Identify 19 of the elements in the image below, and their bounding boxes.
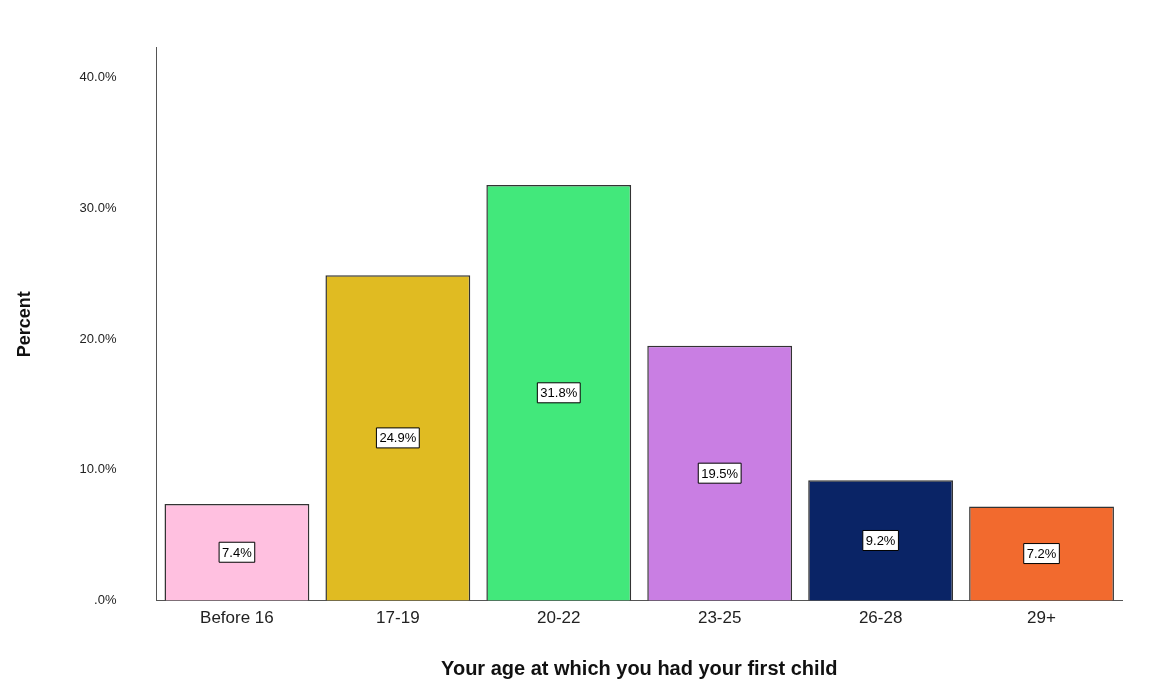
data-label: 31.8%: [540, 385, 578, 401]
y-tick-label: 20.0%: [79, 330, 117, 346]
x-tick-label: 26-28: [858, 608, 903, 628]
data-label: 9.2%: [865, 533, 896, 549]
x-tick-label: 23-25: [697, 608, 742, 628]
y-tick-label: .0%: [94, 592, 117, 608]
data-label: 7.2%: [1026, 546, 1057, 562]
data-label: 19.5%: [701, 465, 739, 481]
x-tick-label: 20-22: [537, 608, 581, 628]
x-axis-title: Your age at which you had your first child: [441, 656, 838, 679]
y-tick-label: 30.0%: [79, 200, 117, 216]
y-tick-label: 40.0%: [79, 69, 117, 85]
data-label: 7.4%: [222, 544, 253, 560]
y-tick-label: 10.0%: [79, 461, 117, 477]
x-tick-label: 17-19: [376, 608, 420, 628]
x-tick-label: Before 16: [200, 608, 274, 628]
y-axis-title: Percent: [13, 291, 34, 358]
data-label: 24.9%: [379, 430, 417, 446]
x-tick-label: 29+: [1027, 608, 1057, 628]
